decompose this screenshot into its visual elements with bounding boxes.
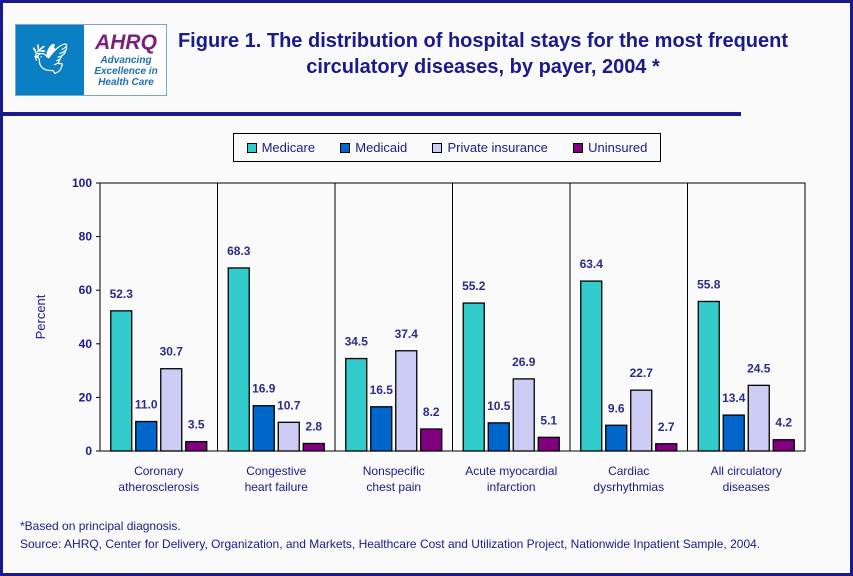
x-tick-label: diseases	[723, 480, 770, 494]
y-tick-label: 60	[79, 283, 93, 297]
data-label: 22.7	[630, 366, 654, 380]
bar-medicaid	[605, 424, 628, 452]
footnote: *Based on principal diagnosis.	[20, 519, 181, 533]
x-tick-label: infarction	[487, 480, 536, 494]
data-label: 55.8	[697, 277, 721, 291]
ahrq-logo: 🕊 AHRQ Advancing Excellence in Health Ca…	[15, 24, 167, 96]
bar-medicare	[345, 357, 368, 452]
legend-label: Uninsured	[588, 140, 648, 155]
bar-medicaid	[487, 422, 510, 452]
y-tick-label: 20	[79, 390, 93, 404]
hhs-eagle-icon: 🕊	[16, 25, 84, 95]
legend-swatch	[432, 142, 443, 153]
data-label: 5.1	[540, 413, 557, 427]
bar-medicare	[462, 302, 485, 452]
x-tick-label: heart failure	[245, 480, 309, 494]
data-label: 9.6	[608, 401, 625, 415]
bar-private-insurance	[277, 421, 300, 452]
y-tick-label: 80	[79, 230, 93, 244]
legend: Medicare Medicaid Private insurance Uninsur…	[233, 133, 661, 162]
data-label: 37.4	[395, 327, 419, 341]
x-tick-label: Nonspecific	[363, 464, 425, 478]
ahrq-tagline: Advancing Excellence in Health Care	[94, 55, 158, 88]
data-label: 13.4	[722, 391, 746, 405]
x-tick-label: Congestive	[246, 464, 306, 478]
y-tick-label: 100	[72, 176, 92, 190]
bar-private-insurance	[512, 378, 535, 452]
bar-private-insurance	[630, 389, 653, 452]
bar-uninsured	[537, 436, 560, 452]
legend-swatch	[340, 142, 351, 153]
data-label: 16.5	[370, 383, 394, 397]
x-tick-label: All circulatory	[711, 464, 782, 478]
bar-private-insurance	[160, 368, 183, 452]
data-label: 2.8	[305, 419, 322, 433]
bar-chart: 0 20 40 60 80 100 Percent 52.3 11.0 30.7 3.5 Corona…	[33, 176, 806, 494]
legend-item: Private insurance	[432, 140, 548, 155]
source-note: Source: AHRQ, Center for Delivery, Organ…	[20, 537, 761, 551]
bar-uninsured	[772, 439, 795, 452]
data-label: 16.9	[252, 382, 276, 396]
y-tick-label: 40	[79, 337, 93, 351]
data-label: 11.0	[135, 398, 158, 412]
data-label: 63.4	[580, 257, 604, 271]
y-axis-label: Percent	[33, 294, 48, 339]
x-tick-label: dysrhythmias	[593, 480, 664, 494]
legend-swatch	[573, 142, 584, 153]
x-tick-label: Coronary	[134, 464, 183, 478]
bar-uninsured	[185, 440, 208, 452]
legend-item: Medicaid	[340, 140, 407, 155]
chart-title: Figure 1. The distribution of hospital s…	[177, 30, 789, 78]
bar-private-insurance	[395, 350, 418, 452]
bar-medicare	[697, 300, 720, 452]
x-tick-label: Cardiac	[608, 464, 649, 478]
data-label: 68.3	[227, 244, 251, 258]
bar-medicare	[580, 280, 603, 452]
title-divider	[3, 112, 741, 116]
bar-medicare	[227, 267, 250, 452]
y-tick-label: 0	[85, 444, 92, 458]
legend-item: Uninsured	[573, 140, 647, 155]
data-label: 24.5	[747, 361, 771, 375]
data-label: 26.9	[512, 355, 536, 369]
data-label: 55.2	[462, 279, 486, 293]
legend-label: Private insurance	[447, 140, 548, 155]
ahrq-wordmark: AHRQ	[95, 31, 157, 54]
legend-swatch	[246, 142, 257, 153]
data-label: 10.7	[277, 398, 301, 412]
bar-uninsured	[655, 443, 678, 452]
x-tick-label: chest pain	[366, 480, 421, 494]
x-tick-label: Acute myocardial	[465, 464, 557, 478]
bar-medicaid	[722, 414, 745, 452]
x-tick-label: atherosclerosis	[118, 480, 199, 494]
legend-label: Medicaid	[355, 140, 408, 155]
data-label: 10.5	[487, 399, 511, 413]
data-label: 2.7	[658, 420, 675, 434]
bar-medicare	[110, 310, 133, 452]
bar-medicaid	[370, 406, 393, 452]
legend-item: Medicare	[246, 140, 316, 155]
data-label: 52.3	[110, 287, 134, 301]
data-label: 3.5	[188, 418, 205, 432]
bar-medicaid	[135, 420, 158, 452]
bar-uninsured	[420, 428, 443, 452]
bar-private-insurance	[747, 384, 770, 452]
legend-label: Medicare	[261, 140, 316, 155]
data-label: 8.2	[423, 405, 440, 419]
data-label: 30.7	[160, 345, 184, 359]
data-label: 34.5	[345, 335, 369, 349]
bar-medicaid	[252, 405, 275, 452]
bar-uninsured	[302, 442, 325, 452]
data-label: 4.2	[775, 416, 792, 430]
